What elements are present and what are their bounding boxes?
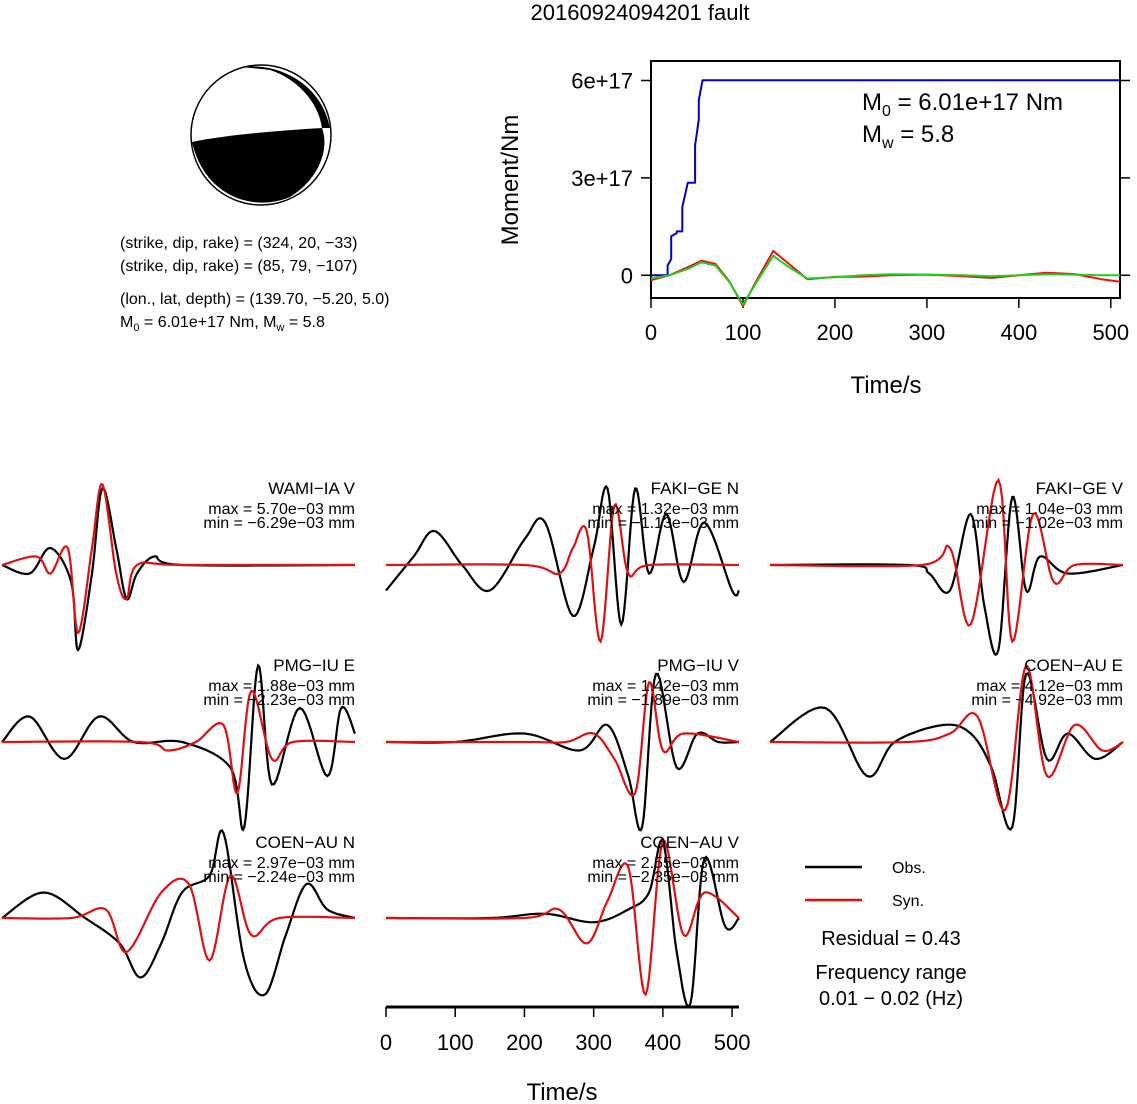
waveform-syn-line [386, 840, 740, 997]
beachball-compression-lower [192, 128, 325, 203]
station-min: min = −4.92e−03 mm [971, 692, 1123, 709]
waveform-legend: Obs. Syn. Residual = 0.43 Frequency rang… [805, 860, 967, 1010]
moment-annotation-mw: Mw = 5.8 [862, 121, 954, 152]
station-max: max = 1.32e−03 mm [592, 501, 739, 518]
moment-cumulative-line [651, 79, 1120, 277]
station-min: min = −1.02e−03 mm [971, 515, 1123, 532]
waveform-obs-line [385, 484, 740, 628]
waveform-x-tick-label: 200 [506, 1030, 543, 1055]
waveform-syn-line [386, 681, 740, 797]
station-min: min = −1.13e−03 mm [587, 515, 739, 532]
station-min: min = −2.23e−03 mm [203, 692, 355, 709]
waveform-time-axis: Time/s 0 100 200 300 400 500 [380, 1005, 751, 1104]
moment-rate-y-tick-label: 3e+17 [571, 166, 633, 191]
waveform-x-tick-label: 400 [645, 1030, 682, 1055]
waveform-syn-line [2, 874, 356, 963]
station-name: COEN−AU N [255, 833, 355, 852]
focal-mechanism-beachball [190, 64, 332, 206]
moment-rate-x-tick-label: 100 [725, 320, 762, 345]
moment-rate-y-tick-label: 6e+17 [571, 68, 633, 93]
station-min: min = −2.24e−03 mm [203, 869, 355, 886]
moment-rate-x-label: Time/s [850, 372, 921, 399]
waveform-syn-line [386, 502, 739, 644]
station-max: max = 1.42e−03 mm [592, 678, 739, 695]
waveform-x-label: Time/s [526, 1079, 597, 1104]
station-max: max = 1.88e−03 mm [208, 678, 355, 695]
frequency-range-label: Frequency range [815, 962, 966, 984]
moment-rate-series [650, 79, 1121, 308]
waveform-obs-line [386, 672, 739, 832]
beachball-compression-upper [242, 66, 330, 128]
station-name: FAKI−GE N [651, 479, 739, 498]
station-max: max = 2.97e−03 mm [208, 855, 355, 872]
station-name: WAMI−IA V [268, 479, 355, 498]
station-min: min = −2.35e−03 mm [587, 869, 739, 886]
station-max: max = 1.04e−03 mm [976, 501, 1123, 518]
moment-rate-x-tick-label: 0 [645, 320, 657, 345]
moment-rate-x-tick-label: 200 [817, 320, 854, 345]
frequency-range-value: 0.01 − 0.02 (Hz) [819, 988, 963, 1010]
waveform-obs-line [1, 487, 355, 652]
station-max: max = 4.12e−03 mm [976, 678, 1123, 695]
station-min: min = −1.89e−03 mm [587, 692, 739, 709]
waveform-x-tick-label: 100 [437, 1030, 474, 1055]
station-name: FAKI−GE V [1036, 479, 1124, 498]
waveform-syn-line [770, 663, 1124, 812]
moment-rate-x-ticks: 0 100 200 300 400 500 [645, 298, 1129, 345]
moment-rate-x-tick-label: 500 [1092, 320, 1129, 345]
waveform-x-tick-label: 500 [714, 1030, 751, 1055]
waveform-obs-line [386, 838, 740, 1008]
moment-rate-y-ticks: 0 3e+17 6e+17 [571, 68, 1130, 288]
waveform-x-tick-label: 0 [380, 1030, 392, 1055]
station-name: PMG−IU E [273, 656, 355, 675]
legend-obs-label: Obs. [892, 860, 926, 877]
moment-rate-y-tick-label: 0 [621, 263, 633, 288]
station-name: PMG−IU V [657, 656, 739, 675]
station-max: max = 5.70e−03 mm [208, 501, 355, 518]
waveform-obs-line [770, 495, 1124, 657]
mechanism-line-1: (strike, dip, rake) = (324, 20, −33) [120, 235, 357, 252]
mechanism-line-2: (strike, dip, rake) = (85, 79, −107) [120, 258, 357, 275]
station-max: max = 2.55e−03 mm [592, 855, 739, 872]
mechanism-line-4: M0 = 6.01e+17 Nm, Mw = 5.8 [120, 314, 325, 334]
mechanism-line-3: (lon., lat, depth) = (139.70, −5.20, 5.0… [120, 291, 390, 308]
waveform-obs-line [1, 663, 357, 832]
moment-rate-x-tick-label: 300 [909, 320, 946, 345]
residual-label: Residual = 0.43 [821, 928, 961, 950]
waveform-obs-line [1, 829, 356, 997]
station-name: COEN−AU V [640, 833, 739, 852]
moment-rate-green-line [650, 254, 1120, 306]
waveform-syn-line [1, 483, 355, 636]
moment-rate-chart: 0 100 200 300 400 500 0 3e+17 6e+17 Time/s Mome… [497, 60, 1130, 399]
waveform-syn-line [769, 477, 1124, 644]
moment-rate-x-tick-label: 400 [1000, 320, 1037, 345]
figure-title: 20160924094201 fault [531, 0, 750, 25]
waveform-x-tick-label: 300 [575, 1030, 612, 1055]
legend-syn-label: Syn. [892, 893, 924, 910]
waveform-syn-line [2, 689, 356, 795]
station-min: min = −6.29e−03 mm [203, 515, 355, 532]
moment-annotation-m0: M0 = 6.01e+17 Nm [862, 89, 1063, 120]
moment-rate-frame [650, 60, 1121, 299]
station-name: COEN−AU E [1024, 656, 1123, 675]
moment-rate-y-label: Moment/Nm [497, 115, 524, 246]
